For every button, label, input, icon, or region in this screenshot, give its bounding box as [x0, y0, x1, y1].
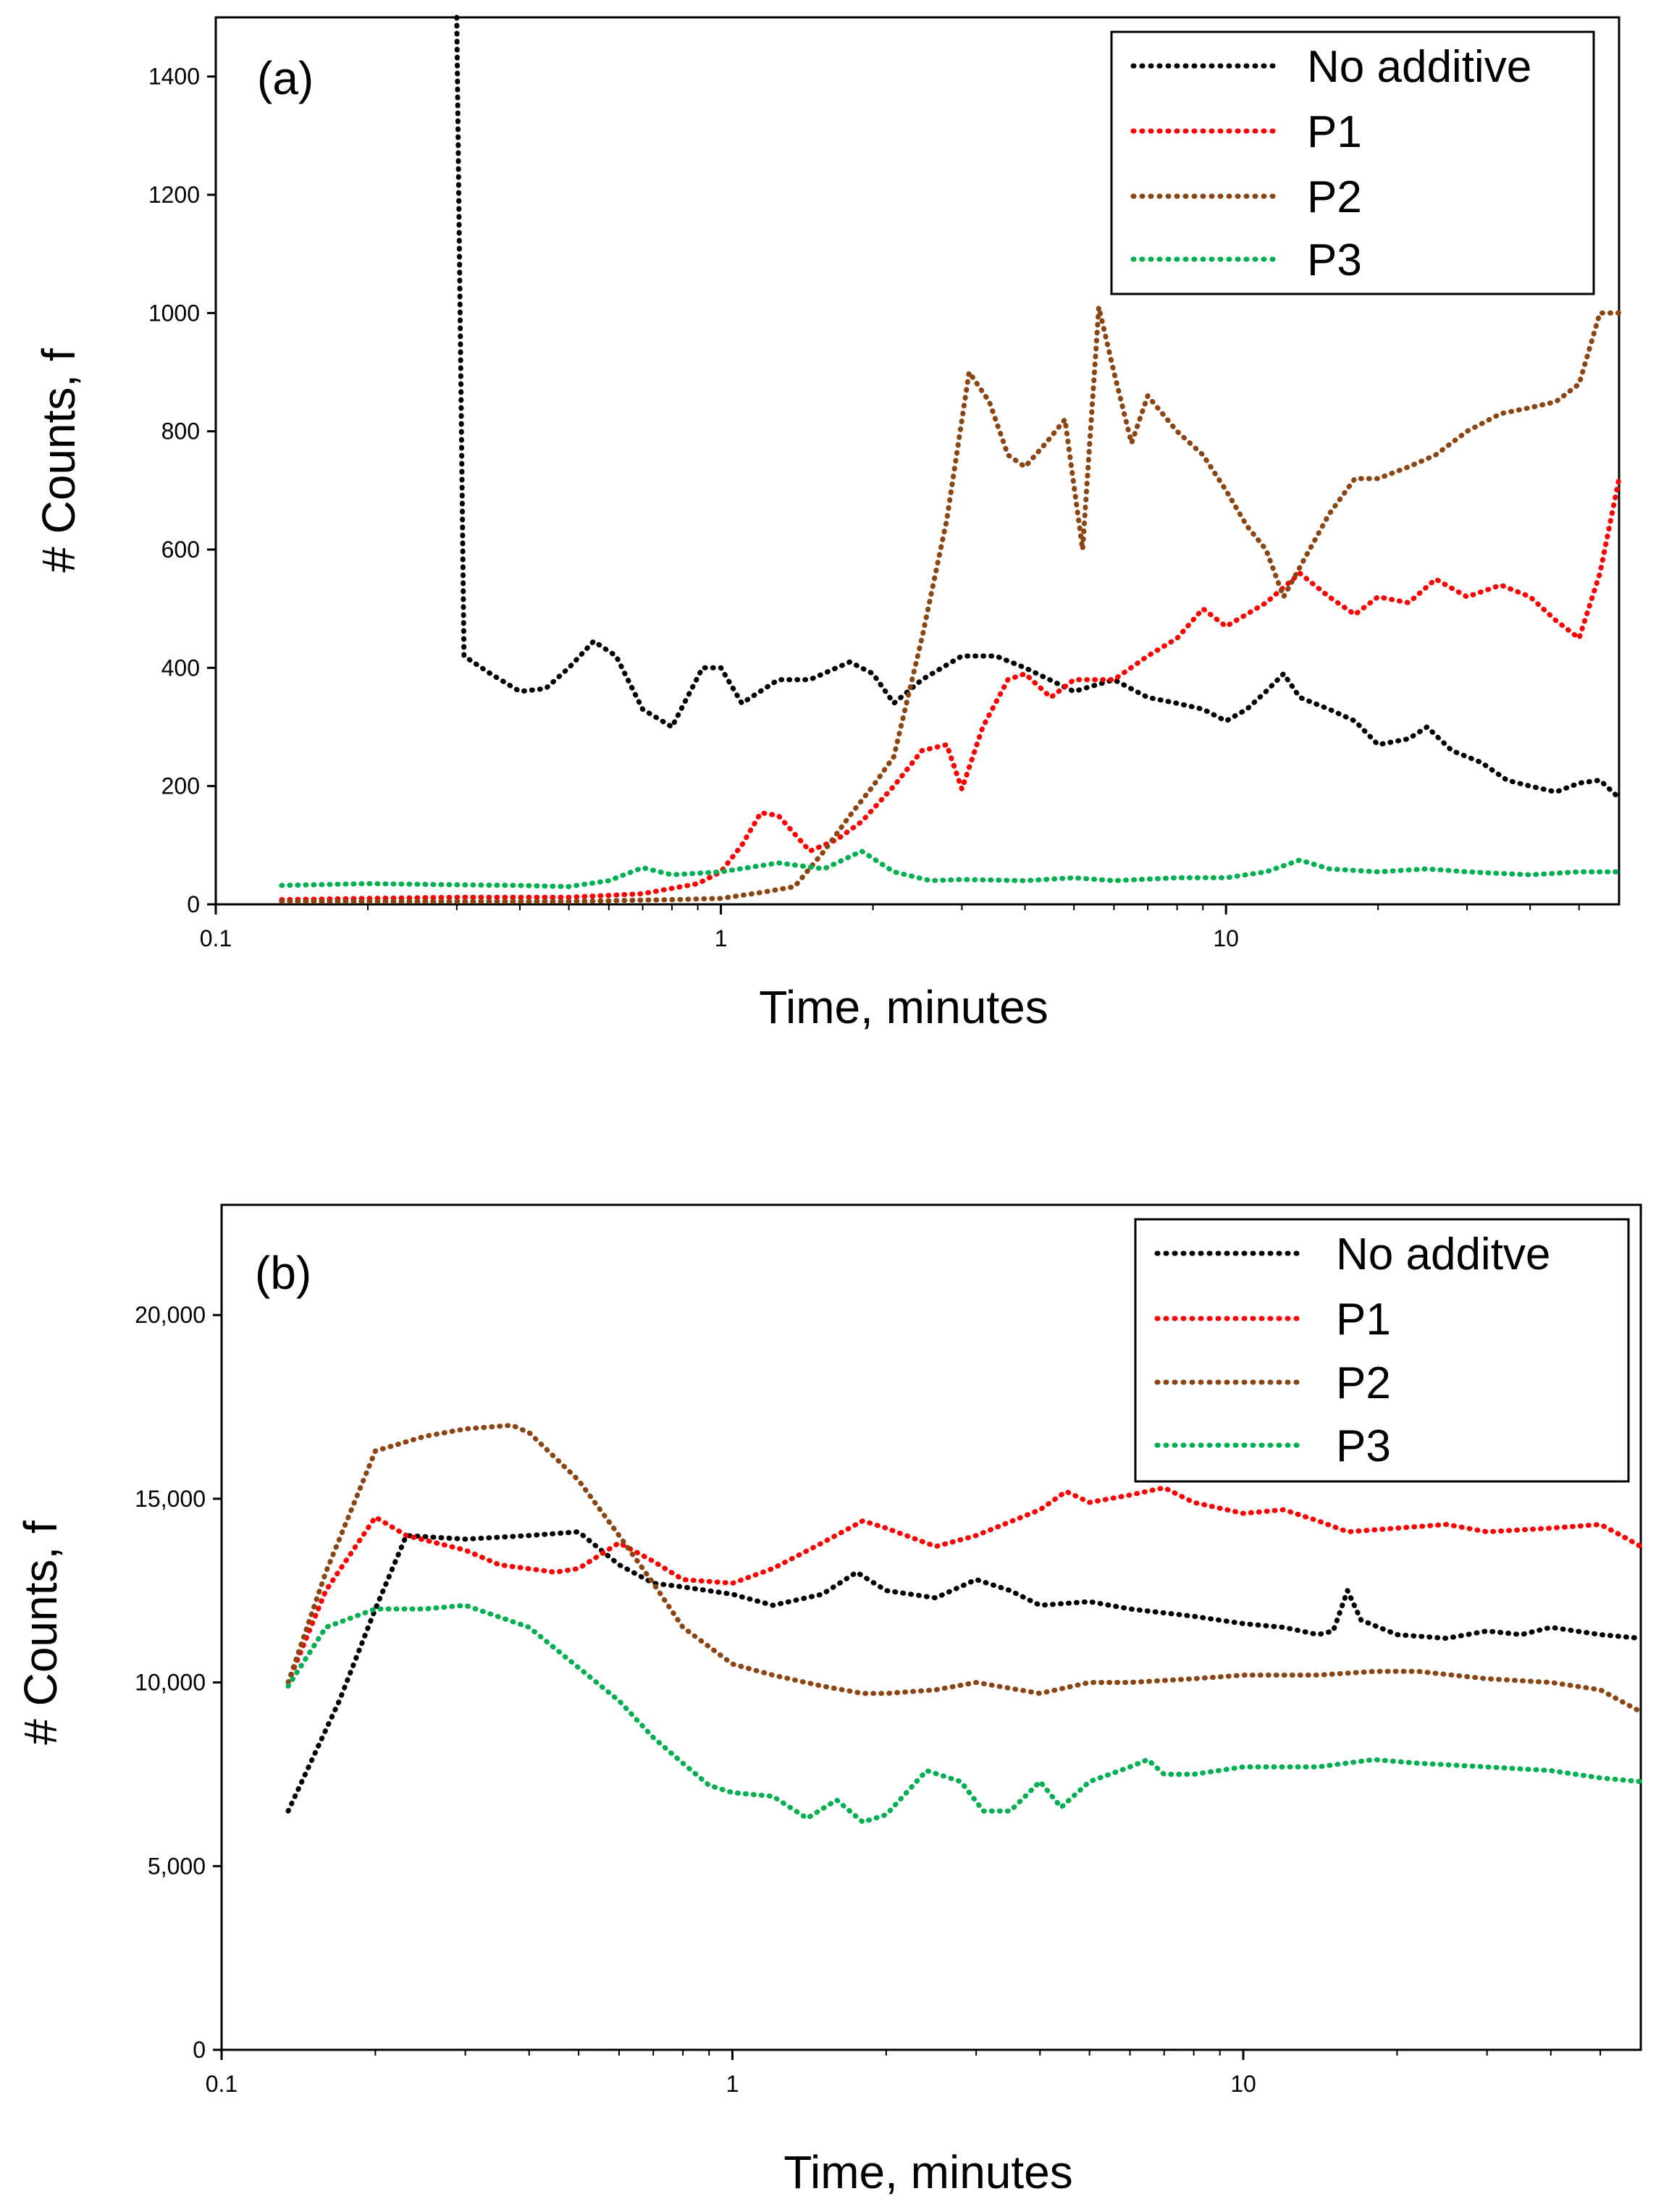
x-tick-label: 0.1: [200, 925, 232, 951]
series-line-a-2: [279, 304, 1622, 904]
series-group-a: [279, 14, 1622, 904]
legend-label-a-1: P1: [1307, 107, 1362, 157]
y-tick-label: 1000: [148, 300, 200, 326]
legend-label-a-3: P3: [1307, 235, 1362, 285]
chart-panel-b: 0 5,000 10,000 15,000 20,000 0.1 1 10 (b) Time…: [14, 1203, 1644, 2198]
x-tick-label: 1: [726, 2071, 739, 2097]
x-tick-label: 1: [715, 925, 728, 951]
y-tick-label: 1200: [148, 182, 200, 208]
chart-panel-a: 0 200 400 600 800 1000 1200 1400 0.1 1 10 (a) Tim…: [33, 14, 1622, 1033]
legend-label-b-0: No additve: [1336, 1229, 1550, 1279]
y-tick-label: 1400: [148, 64, 200, 90]
plot-frame-b: [220, 1203, 1642, 2051]
y-tick-label: 20,000: [135, 1302, 206, 1328]
legend-label-b-1: P1: [1336, 1295, 1391, 1345]
y-tick-label: 0: [193, 2037, 206, 2063]
panel-label-b: (b): [255, 1247, 311, 1299]
legend-label-a-2: P2: [1307, 172, 1362, 222]
legend-a: No additive P1 P2 P3: [1110, 30, 1595, 295]
y-tick-label: 5,000: [148, 1853, 206, 1879]
series-group-b: [285, 1422, 1644, 1825]
x-axis-ticks-a: 0.1 1 10: [200, 904, 1580, 951]
legend-box-b: [1134, 1218, 1630, 1483]
y-tick-label: 10,000: [135, 1670, 206, 1696]
y-axis-ticks-a: 0 200 400 600 800 1000 1200 1400: [148, 64, 216, 917]
legend-label-b-3: P3: [1336, 1421, 1391, 1471]
series-line-a-3: [279, 849, 1622, 889]
y-tick-label: 400: [161, 655, 200, 681]
legend-b: No additve P1 P2 P3: [1134, 1218, 1630, 1483]
series-line-b-2: [285, 1422, 1644, 1715]
legend-label-a-0: No additive: [1307, 42, 1531, 92]
y-tick-label: 600: [161, 537, 200, 563]
x-tick-label: 10: [1213, 925, 1239, 951]
series-line-b-3: [285, 1602, 1644, 1825]
series-line-b-0: [285, 1529, 1644, 1814]
series-line-a-0: [454, 14, 1622, 801]
y-tick-label: 15,000: [135, 1486, 206, 1512]
y-tick-label: 200: [161, 773, 200, 799]
series-line-b-1: [285, 1485, 1644, 1686]
y-axis-ticks-b: 0 5,000 10,000 15,000 20,000: [135, 1302, 222, 2063]
x-tick-label: 0.1: [206, 2071, 238, 2097]
x-axis-ticks-b: 0.1 1 10: [206, 2050, 1602, 2097]
y-axis-label-b: # Counts, f: [14, 1521, 67, 1745]
x-axis-label-b: Time, minutes: [783, 2146, 1073, 2198]
legend-label-b-2: P2: [1336, 1358, 1391, 1408]
legend-box-a: [1110, 30, 1595, 295]
y-axis-label-a: # Counts, f: [33, 348, 85, 573]
series-line-a-1: [279, 476, 1622, 902]
plot-frame-a: [214, 16, 1621, 906]
x-axis-label-a: Time, minutes: [759, 981, 1048, 1033]
y-tick-label: 800: [161, 419, 200, 445]
y-tick-label: 0: [187, 891, 200, 917]
panel-label-a: (a): [257, 52, 314, 104]
x-tick-label: 10: [1230, 2071, 1256, 2097]
